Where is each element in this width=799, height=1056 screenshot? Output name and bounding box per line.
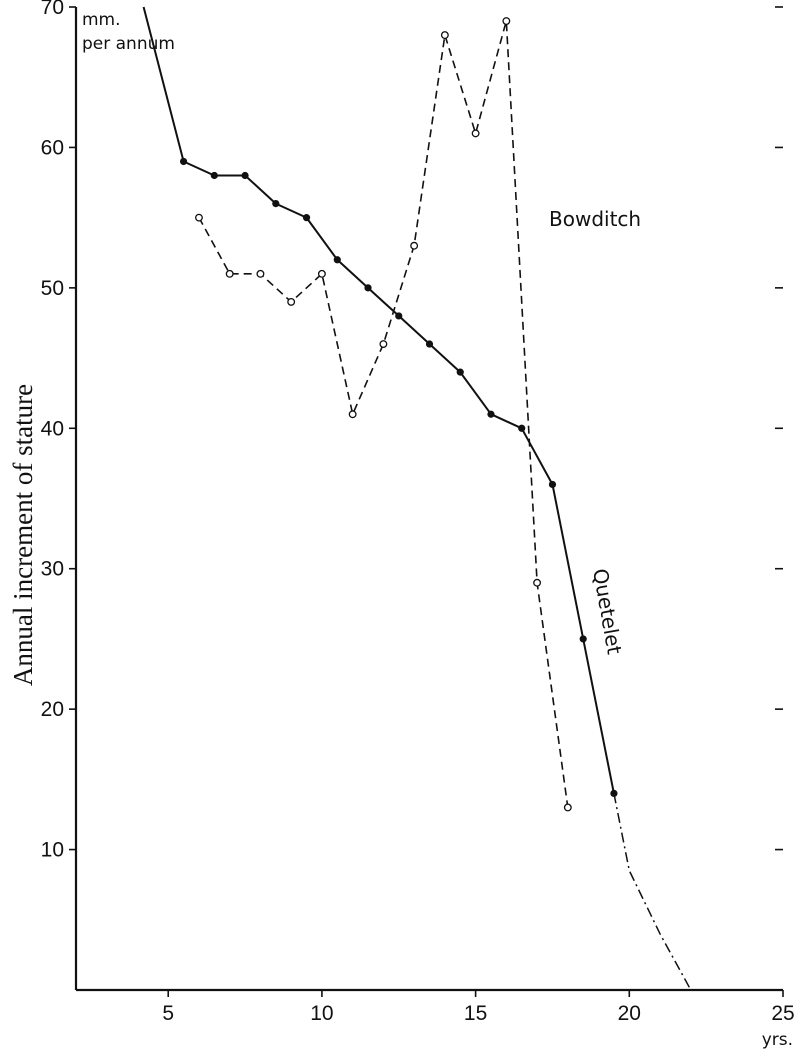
x-tick-label: 10	[310, 1002, 333, 1025]
y-tick-label: 30	[41, 558, 64, 581]
x-unit-label: yrs.	[762, 1030, 793, 1050]
data-point-quetelet	[395, 312, 403, 320]
y-tick-label: 10	[41, 839, 64, 862]
y-tick-label: 70	[41, 0, 64, 19]
data-point-quetelet	[518, 424, 526, 432]
data-point-quetelet	[487, 410, 495, 418]
y-tick-label: 20	[41, 698, 64, 721]
data-point-bowditch	[440, 31, 449, 40]
series-label-bowditch: Bowditch	[549, 207, 641, 231]
y-tick-label: 60	[41, 136, 64, 159]
x-tick-label: 20	[618, 1002, 641, 1025]
data-point-quetelet	[333, 256, 341, 264]
data-point-bowditch	[471, 129, 480, 138]
data-point-quetelet	[579, 635, 587, 643]
data-point-quetelet	[456, 368, 464, 376]
x-tick-label: 5	[162, 1002, 174, 1025]
data-point-quetelet	[548, 480, 557, 489]
y-tick-label: 50	[41, 277, 64, 300]
data-point-bowditch	[225, 269, 234, 278]
y-axis-label: Annual increment of stature	[8, 384, 38, 686]
x-tick-label: 25	[771, 1002, 794, 1025]
data-point-bowditch	[502, 17, 511, 25]
data-point-bowditch	[379, 340, 388, 348]
data-point-quetelet	[272, 200, 280, 208]
data-point-quetelet	[364, 284, 372, 292]
series-line-bowditch	[198, 20, 569, 808]
series-group	[142, 6, 692, 991]
axis-ticks: 10 20 30 40 50 60 70 5 10 15 20 25	[41, 0, 795, 1025]
data-point-quetelet	[241, 171, 249, 180]
data-point-bowditch	[410, 241, 419, 250]
data-point-bowditch	[533, 578, 542, 587]
axes	[74, 7, 783, 992]
y-unit-label-line1: mm.	[82, 10, 121, 30]
data-point-quetelet	[179, 157, 188, 166]
data-point-bowditch	[195, 213, 203, 222]
data-point-bowditch	[287, 297, 296, 306]
data-point-quetelet	[425, 340, 434, 348]
series-line-quetelet	[142, 6, 615, 794]
series-line-quetelet-extrapolated	[613, 793, 692, 991]
data-point-bowditch	[317, 269, 326, 278]
data-point-quetelet	[210, 171, 218, 180]
data-point-bowditch	[563, 803, 572, 812]
data-point-bowditch	[348, 410, 357, 419]
y-unit-label-line2: per annum	[82, 34, 175, 54]
data-point-bowditch	[256, 269, 265, 278]
data-point-quetelet	[302, 214, 311, 222]
y-tick-label: 40	[41, 417, 64, 440]
x-tick-label: 15	[464, 1002, 487, 1025]
series-label-quetelet: Quetelet	[588, 567, 627, 657]
labels-group: Annual increment of stature mm. per annu…	[8, 10, 793, 1050]
